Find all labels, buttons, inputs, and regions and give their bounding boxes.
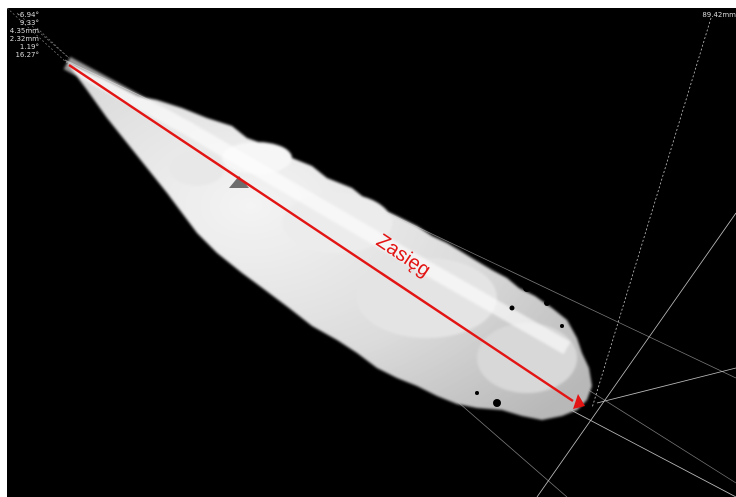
readout-angle-3: 1.19°	[19, 43, 39, 51]
range-lines	[536, 17, 736, 497]
readout-angle-2: 9.33°	[19, 19, 39, 27]
spray-image-frame: Zasięg -6.94° 9.33° 4.35mm 2.32mm 1.19° …	[7, 8, 736, 497]
readout-angle-4: 16.27°	[15, 51, 39, 59]
readout-length-2: 2.32mm	[9, 35, 39, 43]
angle-readouts: -6.94° 9.33° 4.35mm 2.32mm 1.19° 16.27°	[7, 11, 39, 59]
plume-gaps	[475, 284, 564, 407]
readout-length-1: 4.35mm	[9, 27, 39, 35]
centroid-marker	[229, 176, 249, 188]
spray-plume-image: Zasięg	[7, 8, 736, 497]
readout-angle-1: -6.94°	[17, 11, 39, 19]
range-readout: 89.42mm	[702, 11, 736, 19]
range-arrow	[68, 64, 585, 409]
